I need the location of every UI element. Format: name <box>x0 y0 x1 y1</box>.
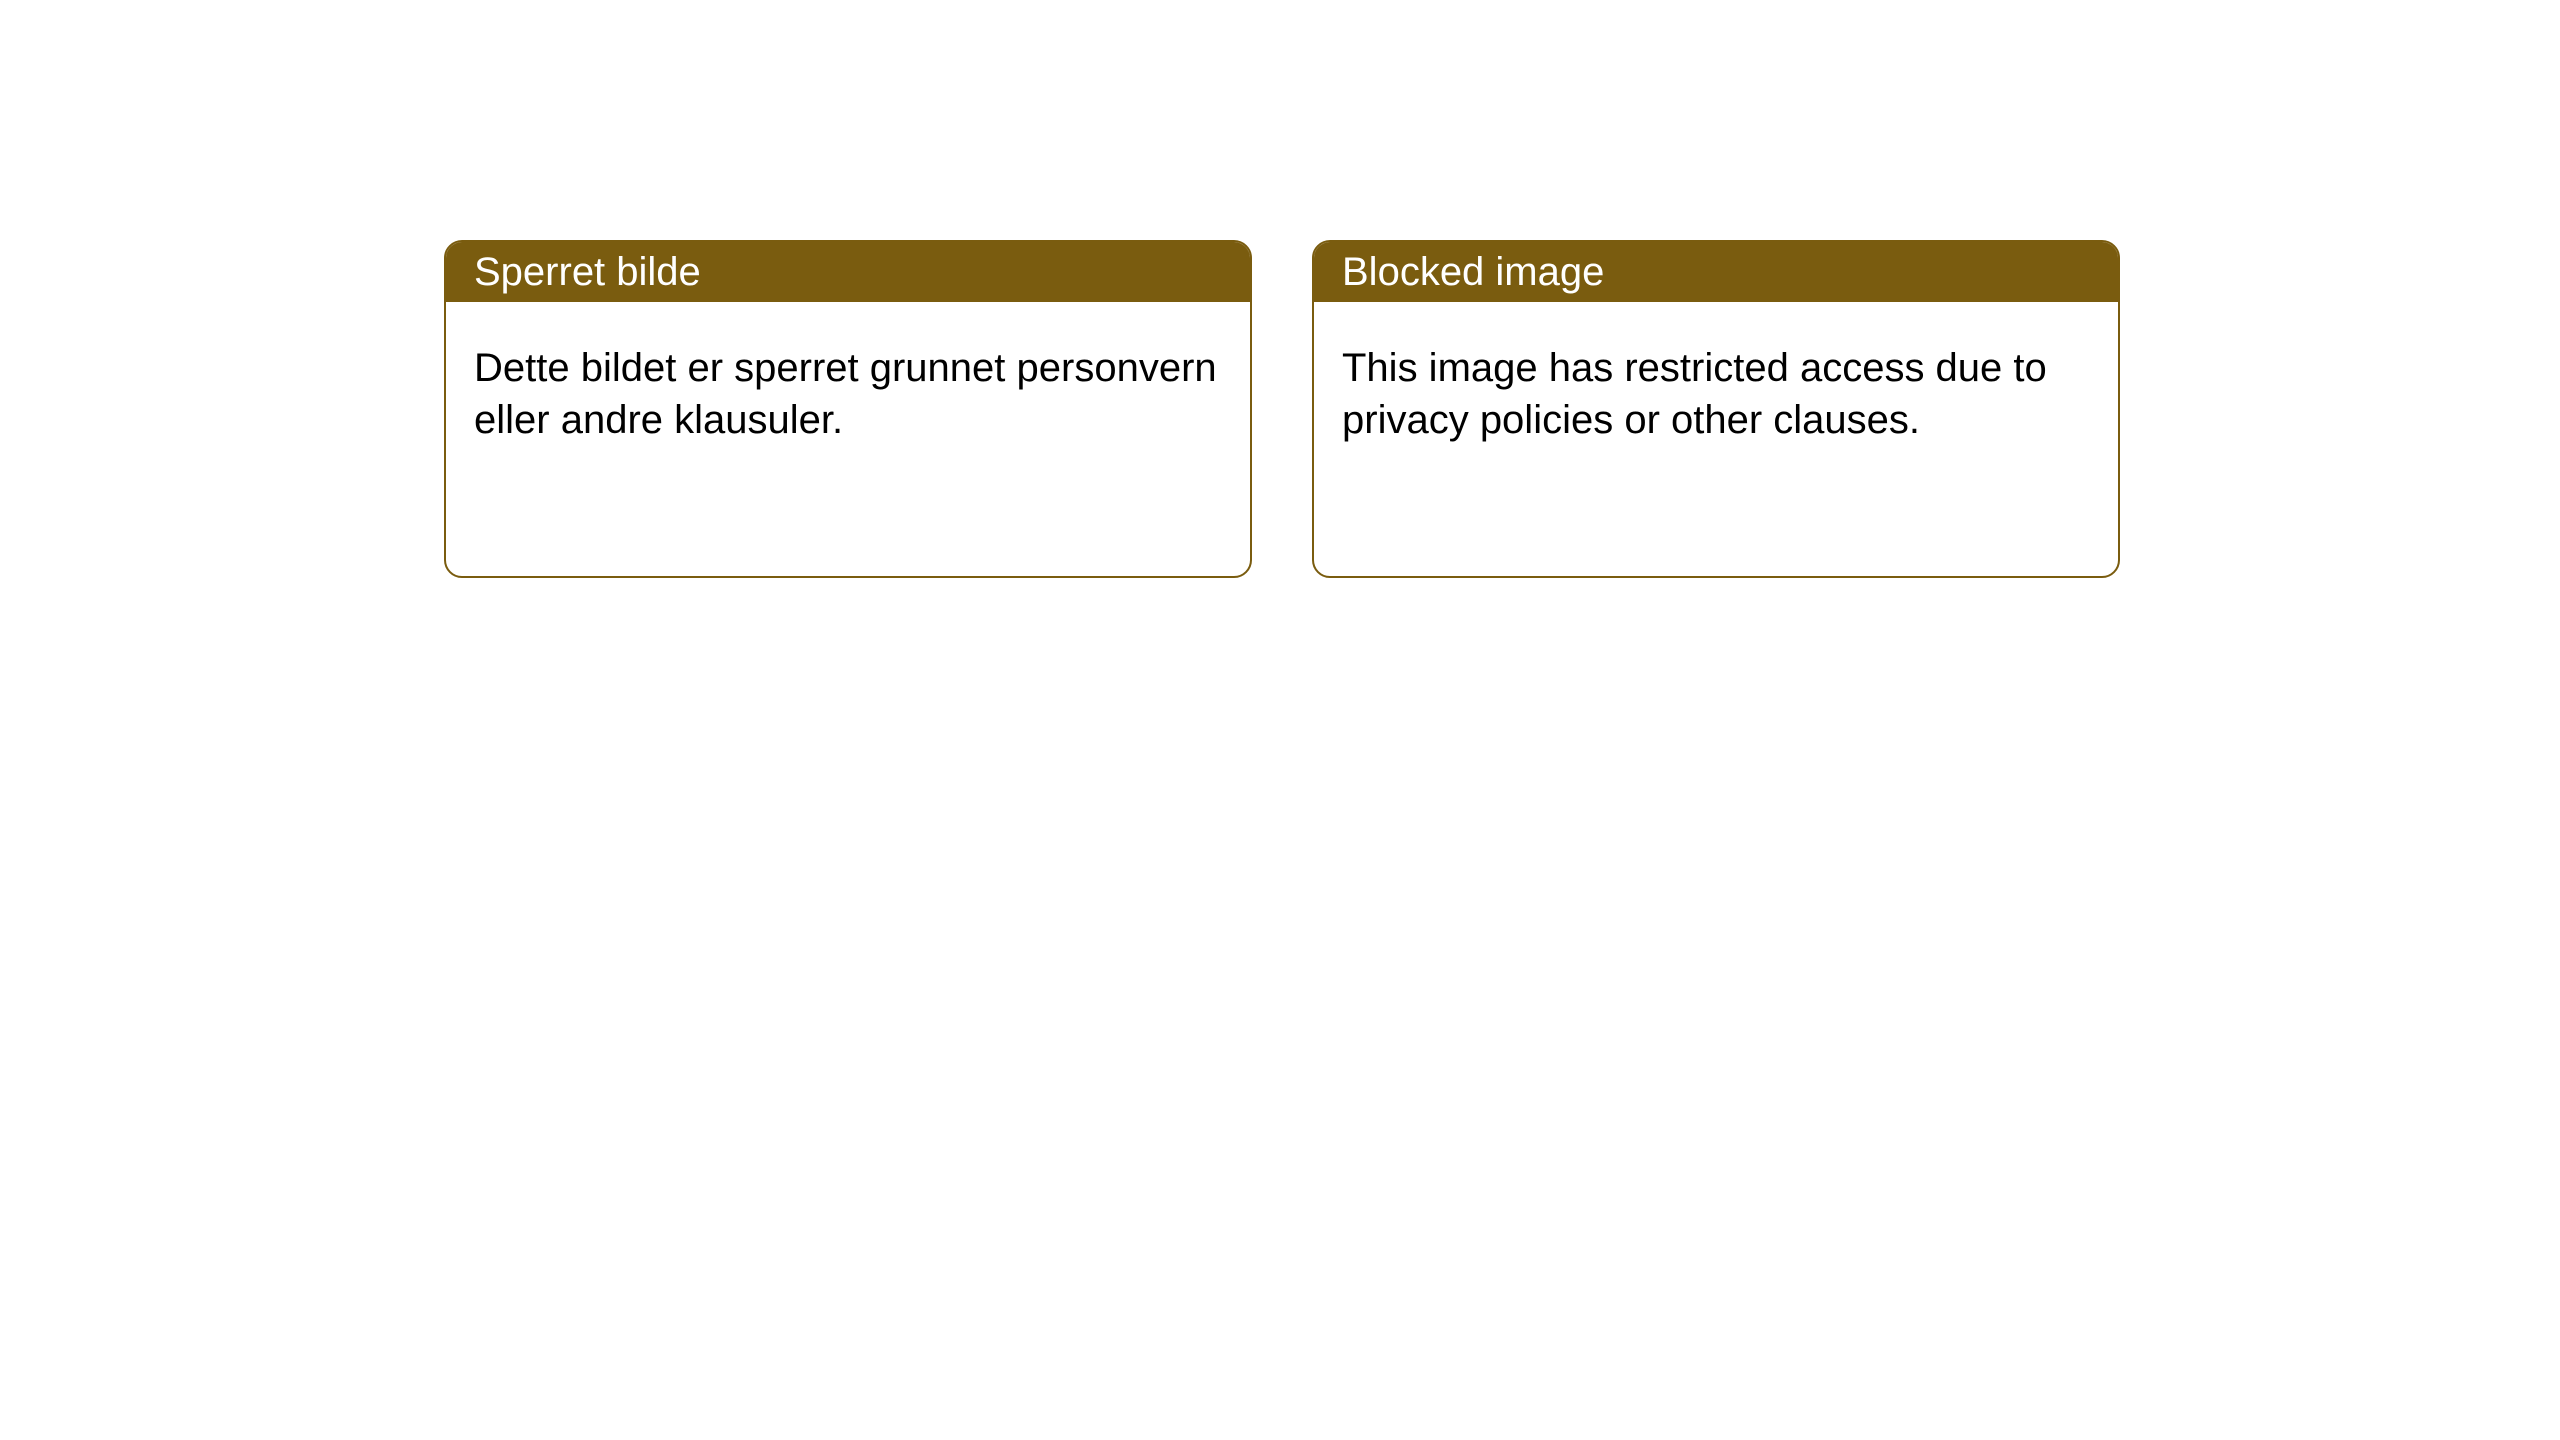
notice-header-english: Blocked image <box>1314 242 2118 302</box>
notice-box-english: Blocked image This image has restricted … <box>1312 240 2120 578</box>
notice-text-english: This image has restricted access due to … <box>1342 346 2047 442</box>
notice-box-norwegian: Sperret bilde Dette bildet er sperret gr… <box>444 240 1252 578</box>
notice-text-norwegian: Dette bildet er sperret grunnet personve… <box>474 346 1217 442</box>
notice-container: Sperret bilde Dette bildet er sperret gr… <box>0 0 2560 578</box>
notice-body-english: This image has restricted access due to … <box>1314 302 2118 486</box>
notice-body-norwegian: Dette bildet er sperret grunnet personve… <box>446 302 1250 486</box>
notice-header-norwegian: Sperret bilde <box>446 242 1250 302</box>
notice-title-english: Blocked image <box>1342 250 1604 295</box>
notice-title-norwegian: Sperret bilde <box>474 250 701 295</box>
